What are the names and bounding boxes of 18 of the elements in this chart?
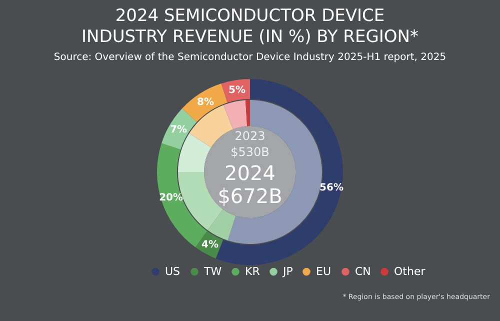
legend-label: KR <box>245 264 260 278</box>
legend-label: EU <box>316 264 332 278</box>
text: 2023 <box>234 129 266 143</box>
legend-label: Other <box>394 264 426 278</box>
data-label: 4% <box>202 240 219 251</box>
data-label: 5% <box>228 85 246 96</box>
chart-title: 2024 SEMICONDUCTOR DEVICE INDUSTRY REVENUE (IN %) BY REGION* <box>82 6 418 47</box>
text: 2024 <box>224 161 276 185</box>
legend-label: CN <box>355 264 371 278</box>
data-label: 7% <box>170 124 188 136</box>
data-label: 8% <box>197 96 214 108</box>
legend-label: JP <box>282 264 294 278</box>
data-label: 56% <box>320 182 344 194</box>
legend-label: US <box>165 264 180 278</box>
legend-label: TW <box>203 264 222 278</box>
text: $672B <box>218 184 282 208</box>
chart-subtitle: Source: Overview of the Semiconductor Device Industry 2025-H1 report, 2025 <box>54 52 446 63</box>
text: $530B <box>230 145 270 159</box>
